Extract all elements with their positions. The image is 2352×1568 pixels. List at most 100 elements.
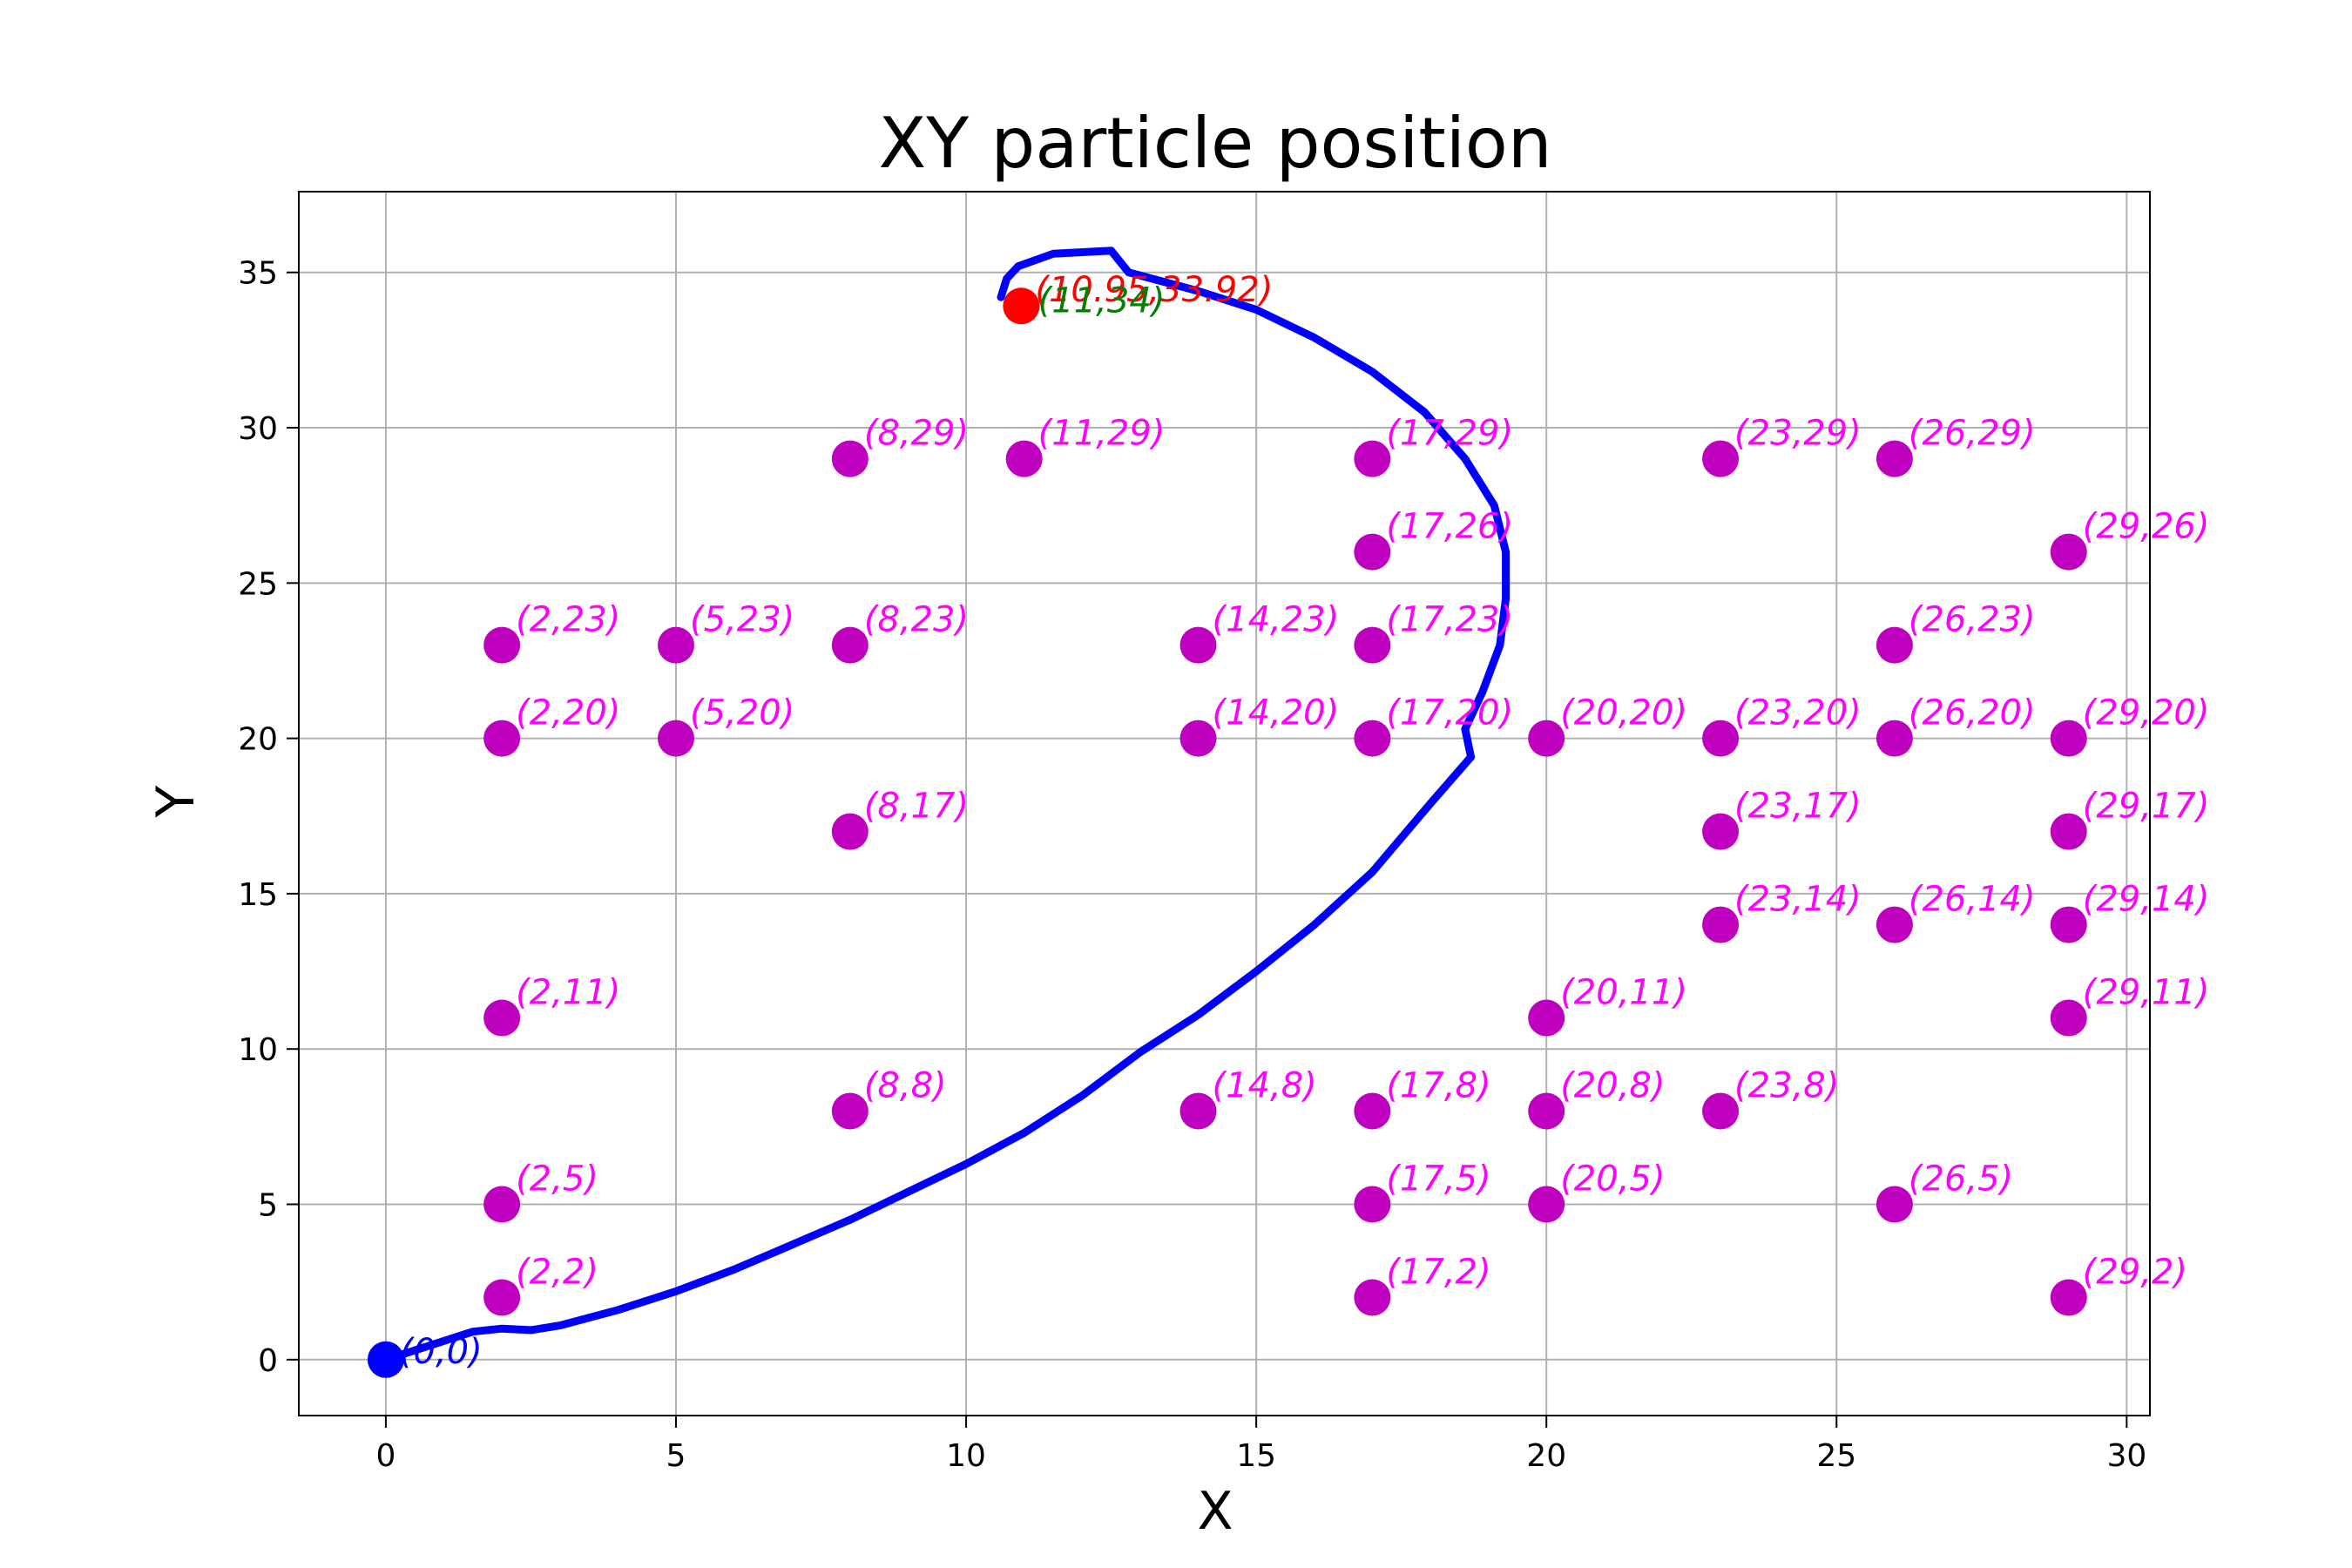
y-tick-label: 0 — [258, 1343, 278, 1379]
x-tick-label: 0 — [375, 1438, 395, 1474]
obstacle-point — [1005, 440, 1043, 477]
plot-frame — [298, 191, 2151, 1416]
obstacle-label: (26,5) — [1909, 1159, 2013, 1200]
obstacle-label: (29,14) — [2083, 880, 2210, 920]
y-tick-label: 25 — [238, 566, 278, 602]
obstacle-point — [657, 626, 694, 664]
obstacle-label: (2,23) — [516, 600, 620, 640]
obstacle-label: (29,17) — [2083, 787, 2210, 827]
end-point — [1003, 287, 1040, 325]
x-tick-label: 5 — [666, 1438, 686, 1474]
obstacle-label: (17,26) — [1386, 507, 1513, 547]
obstacle-point — [1528, 1092, 1565, 1130]
obstacle-point — [1876, 720, 1913, 757]
obstacle-label: (14,20) — [1213, 693, 1340, 733]
x-tick-label: 20 — [1526, 1438, 1566, 1474]
target-label: (11,34) — [1038, 280, 1166, 321]
obstacle-point — [1179, 626, 1217, 664]
obstacle-point — [1354, 533, 1391, 571]
obstacle-point — [1876, 906, 1913, 943]
obstacle-point — [2050, 1279, 2087, 1316]
obstacle-label: (14,8) — [1213, 1066, 1317, 1106]
x-tick-label: 15 — [1236, 1438, 1276, 1474]
obstacle-label: (14,23) — [1213, 600, 1340, 640]
obstacle-label: (23,17) — [1734, 787, 1862, 827]
obstacle-point — [1702, 1092, 1740, 1130]
obstacle-point — [1702, 440, 1740, 477]
obstacle-label: (11,29) — [1038, 414, 1166, 454]
obstacle-label: (23,14) — [1734, 880, 1862, 920]
obstacle-point — [1354, 1186, 1391, 1223]
obstacle-label: (2,2) — [516, 1252, 598, 1292]
y-tick-label: 10 — [238, 1032, 278, 1068]
y-tick-label: 20 — [238, 722, 278, 758]
obstacle-point — [1179, 1092, 1217, 1130]
endpoint-markers: (0,0) (10.95,33.92)(11,34) — [367, 270, 1273, 1378]
obstacle-label: (17,20) — [1386, 693, 1513, 733]
obstacle-label: (2,11) — [516, 973, 620, 1013]
obstacle-point — [831, 1092, 868, 1130]
obstacle-point — [1354, 440, 1391, 477]
obstacle-points: (8,29) (11,29) (17,29) (23,29) (26,29) (17,26… — [483, 414, 2209, 1316]
obstacle-label: (26,29) — [1909, 414, 2036, 454]
obstacle-label: (17,2) — [1386, 1252, 1490, 1292]
obstacle-label: (29,11) — [2083, 973, 2210, 1013]
obstacle-label: (2,20) — [516, 693, 620, 733]
obstacle-label: (29,20) — [2083, 693, 2210, 733]
y-tick-label: 5 — [258, 1188, 278, 1224]
obstacle-point — [1528, 720, 1565, 757]
obstacle-label: (26,14) — [1909, 880, 2036, 920]
obstacle-point — [1876, 440, 1913, 477]
obstacle-label: (8,17) — [864, 787, 969, 827]
chart-title: XY particle position — [878, 103, 1551, 184]
x-axis-label: X — [1197, 1481, 1233, 1542]
obstacle-label: (23,8) — [1734, 1066, 1839, 1106]
obstacle-label: (29,26) — [2083, 507, 2210, 547]
obstacle-point — [483, 999, 521, 1037]
y-tick-label: 15 — [238, 877, 278, 913]
obstacle-label: (23,29) — [1734, 414, 1862, 454]
obstacle-label: (20,8) — [1560, 1066, 1665, 1106]
obstacle-label: (20,20) — [1560, 693, 1687, 733]
obstacle-label: (23,20) — [1734, 693, 1862, 733]
obstacle-label: (17,23) — [1386, 600, 1513, 640]
obstacle-point — [2050, 813, 2087, 850]
axis-ticks: 0 5 10 15 20 25 30 0 5 10 15 20 25 30 35 — [238, 256, 2146, 1474]
obstacle-point — [831, 440, 868, 477]
obstacle-point — [483, 720, 521, 757]
obstacle-point — [483, 1279, 521, 1316]
obstacle-label: (26,20) — [1909, 693, 2036, 733]
start-label: (0,0) — [400, 1332, 483, 1372]
grid-lines — [299, 192, 2150, 1416]
x-tick-label: 10 — [946, 1438, 986, 1474]
obstacle-point — [483, 1186, 521, 1223]
obstacle-label: (8,8) — [864, 1066, 947, 1106]
x-tick-label: 25 — [1816, 1438, 1856, 1474]
obstacle-label: (17,5) — [1386, 1159, 1490, 1200]
obstacle-point — [1702, 906, 1740, 943]
obstacle-point — [1179, 720, 1217, 757]
y-axis-label: Y — [145, 785, 206, 818]
obstacle-point — [2050, 906, 2087, 943]
obstacle-point — [2050, 720, 2087, 757]
y-tick-label: 35 — [238, 256, 278, 292]
obstacle-point — [831, 813, 868, 850]
obstacle-point — [657, 720, 694, 757]
obstacle-point — [831, 626, 868, 664]
obstacle-label: (20,11) — [1560, 973, 1687, 1013]
obstacle-point — [1354, 720, 1391, 757]
obstacle-point — [2050, 999, 2087, 1037]
obstacle-label: (2,5) — [516, 1159, 598, 1200]
obstacle-label: (5,20) — [690, 693, 794, 733]
start-point — [367, 1341, 404, 1378]
end-label: (10.95,33.92) — [1035, 270, 1273, 310]
obstacle-label: (20,5) — [1560, 1159, 1665, 1200]
obstacle-point — [1354, 1092, 1391, 1130]
obstacle-point — [1354, 1279, 1391, 1316]
obstacle-point — [1702, 720, 1740, 757]
obstacle-point — [1702, 813, 1740, 850]
obstacle-point — [1354, 626, 1391, 664]
obstacle-point — [1876, 626, 1913, 664]
obstacle-label: (5,23) — [690, 600, 794, 640]
obstacle-label: (8,23) — [864, 600, 969, 640]
